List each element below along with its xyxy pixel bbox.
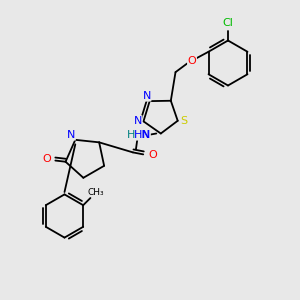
Text: CH₃: CH₃ — [88, 188, 104, 197]
Text: HN: HN — [134, 130, 150, 140]
Text: Cl: Cl — [223, 17, 233, 28]
Text: N: N — [142, 130, 150, 140]
Text: O: O — [188, 56, 196, 66]
Text: O: O — [148, 150, 157, 161]
Text: O: O — [42, 154, 51, 164]
Text: N: N — [67, 130, 75, 140]
Text: N: N — [134, 116, 142, 126]
Text: H: H — [127, 130, 135, 140]
Text: S: S — [180, 116, 187, 126]
Text: N: N — [142, 91, 151, 101]
